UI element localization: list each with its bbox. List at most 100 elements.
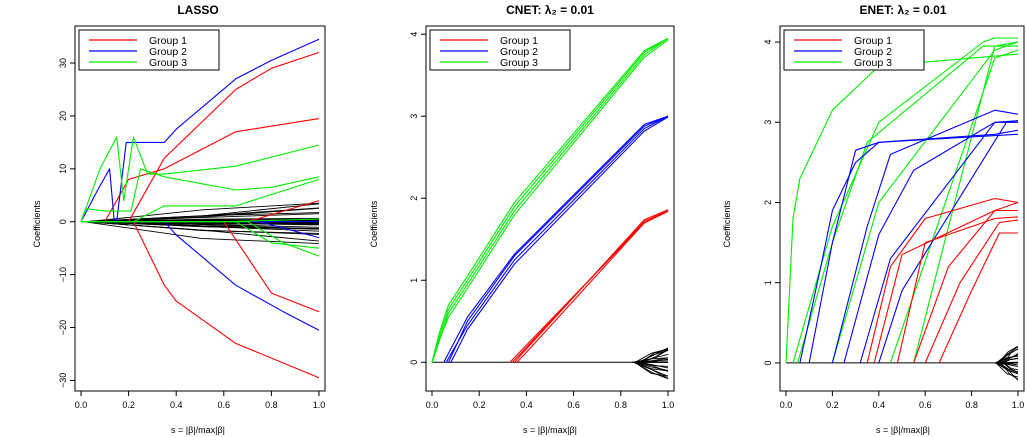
x-tick-label: 0.2	[473, 400, 486, 410]
series-lines	[785, 37, 1019, 381]
y-axis-label: Coefficients	[32, 200, 42, 247]
panel-title: LASSO	[177, 3, 218, 17]
series-line	[80, 168, 320, 222]
y-tick-label: 0	[58, 219, 68, 224]
series-line	[896, 216, 1019, 364]
y-tick-label: 2	[763, 200, 773, 205]
legend-label: Group 1	[854, 35, 892, 47]
plot-frame	[74, 25, 326, 392]
series-line	[450, 116, 669, 363]
y-tick-label: 2	[409, 196, 419, 201]
legend-label: Group 2	[500, 46, 538, 58]
series-line	[431, 37, 669, 363]
series-line	[81, 38, 320, 223]
series-line	[431, 37, 669, 363]
legend-label: Group 3	[500, 57, 538, 69]
x-tick-label: 0.0	[75, 400, 88, 410]
legend-box	[429, 29, 571, 71]
y-tick-label: 4	[409, 32, 419, 37]
y-tick-label: −10	[58, 267, 68, 282]
series-line	[889, 49, 1019, 364]
series-lines	[80, 38, 320, 379]
series-line	[797, 45, 1018, 364]
series-line	[913, 41, 1019, 364]
y-tick-label: 4	[763, 40, 773, 45]
series-line	[859, 120, 1019, 364]
series-line	[431, 37, 669, 363]
x-axis-label: s = |β|/max|β|	[523, 425, 577, 435]
legend-label: Group 1	[149, 35, 187, 47]
x-tick-label: 0.6	[919, 400, 932, 410]
panel-enet: ENET: λ₂ = 0.01 0.0 0.2 0.4 0.6 0.8 1.0 0 1 2 3 4 G…	[722, 3, 1025, 435]
panel-cnet: CNET: λ₂ = 0.01 0.0 0.2 0.4 0.6 0.8 1.0 0 1 2 3 4 G…	[369, 3, 675, 435]
legend-label: Group 3	[854, 57, 892, 69]
series-line	[799, 129, 1019, 364]
x-tick-label: 1.0	[662, 400, 675, 410]
x-tick-label: 1.0	[1012, 400, 1025, 410]
series-line	[913, 201, 1019, 364]
series-line	[792, 37, 1018, 364]
plot-area	[785, 37, 1019, 381]
panel-lasso: LASSO 0.0 0.2 0.4 0.6 0.8 1.0 −30 −20 −10 0 10 20 30…	[32, 3, 326, 435]
x-tick-label: 0.8	[615, 400, 628, 410]
y-tick-label: 1	[763, 280, 773, 285]
x-tick-label: 0.4	[170, 400, 183, 410]
legend-label: Group 2	[149, 46, 187, 58]
panel-title: CNET: λ₂ = 0.01	[506, 3, 594, 17]
series-line	[831, 109, 1019, 364]
x-axis-label: s = |β|/max|β|	[171, 425, 225, 435]
y-tick-label: 3	[763, 120, 773, 125]
legend-box	[783, 29, 925, 71]
y-tick-label: 20	[58, 111, 68, 121]
series-line	[81, 221, 320, 313]
y-axis-label: Coefficients	[722, 200, 732, 247]
x-tick-label: 0.0	[426, 400, 439, 410]
plot-area	[80, 38, 320, 379]
series-line	[81, 218, 320, 223]
series-line	[924, 219, 1019, 364]
x-tick-label: 0.4	[520, 400, 533, 410]
y-tick-label: 0	[763, 360, 773, 365]
x-tick-label: 0.8	[965, 400, 978, 410]
legend-label: Group 2	[854, 46, 892, 58]
y-tick-label: −30	[58, 373, 68, 388]
y-tick-label: −20	[58, 320, 68, 335]
legend-box	[78, 29, 220, 71]
x-tick-label: 0.2	[122, 400, 135, 410]
x-tick-label: 0.4	[873, 400, 886, 410]
axes: 0.0 0.2 0.4 0.6 0.8 1.0 −30 −20 −10 0 10 20 30 Group …	[58, 25, 326, 410]
plot-frame	[425, 25, 675, 392]
series-line	[431, 39, 669, 363]
x-tick-label: 1.0	[313, 400, 326, 410]
series-line	[938, 232, 1018, 364]
x-tick-label: 0.6	[567, 400, 580, 410]
series-line	[785, 53, 1019, 363]
legend-label: Group 1	[500, 35, 538, 47]
x-tick-label: 0.8	[265, 400, 278, 410]
series-line	[831, 41, 1019, 364]
series-line	[516, 210, 669, 363]
y-axis-label: Coefficients	[369, 200, 379, 247]
series-line	[878, 120, 1019, 364]
plot-frame	[779, 25, 1025, 392]
panel-title: ENET: λ₂ = 0.01	[859, 3, 946, 17]
series-line	[873, 209, 1018, 364]
y-tick-label: 3	[409, 114, 419, 119]
y-tick-label: 30	[58, 58, 68, 68]
noise-line	[994, 362, 1019, 374]
series-line	[80, 136, 320, 222]
x-tick-label: 0.2	[826, 400, 839, 410]
y-tick-label: 0	[409, 360, 419, 365]
series-line	[866, 197, 1019, 364]
y-tick-label: 10	[58, 164, 68, 174]
x-tick-label: 0.0	[780, 400, 793, 410]
noise-line	[632, 361, 669, 372]
x-axis-label: s = |β|/max|β|	[876, 425, 930, 435]
x-tick-label: 0.6	[218, 400, 231, 410]
